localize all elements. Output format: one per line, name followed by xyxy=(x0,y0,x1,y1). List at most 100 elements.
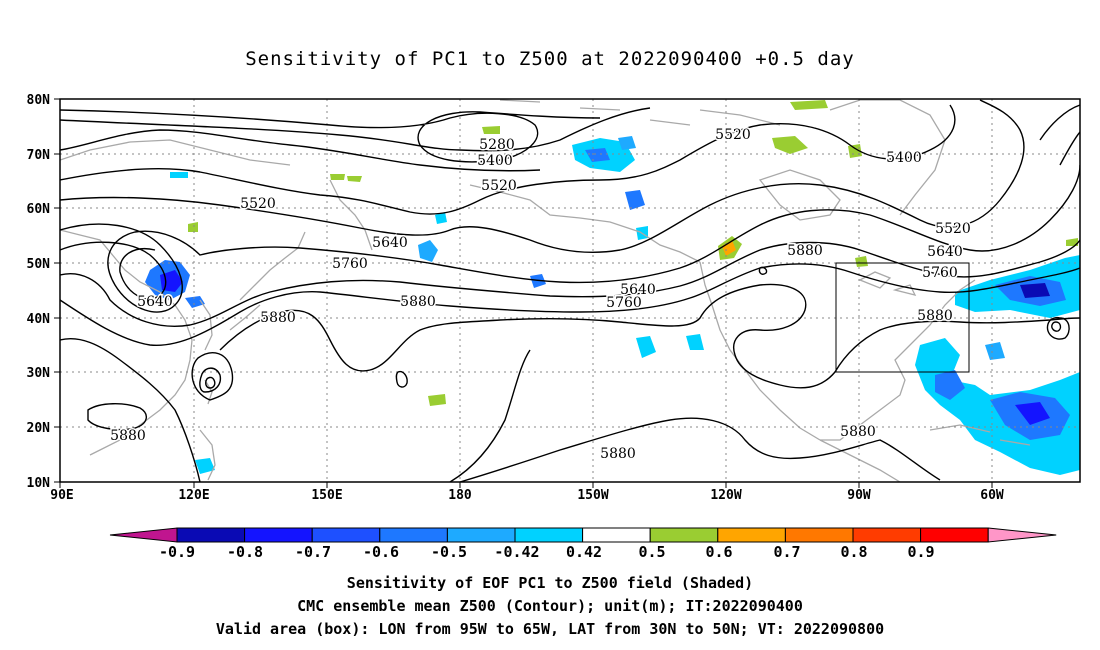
contour-line xyxy=(758,266,768,275)
coastline-north-america-west xyxy=(699,261,821,441)
colorbar-label: -0.9 xyxy=(159,543,195,561)
contour-line xyxy=(1039,104,1080,166)
contour-line xyxy=(60,263,1080,347)
contour-label: 5880 xyxy=(110,428,146,444)
lon-label: 90E xyxy=(50,488,73,503)
contour-label: 5880 xyxy=(260,310,296,326)
lon-label: 60W xyxy=(980,488,1004,503)
shade-blob xyxy=(1066,238,1078,246)
contour-line xyxy=(205,376,216,389)
contour-line xyxy=(199,367,222,393)
colorbar-cell xyxy=(244,527,313,543)
colorbar-label: 0.9 xyxy=(907,543,934,561)
lat-label: 80N xyxy=(27,93,51,108)
contour-line xyxy=(60,129,541,172)
lat-label: 10N xyxy=(27,476,51,491)
caption-shaded: Sensitivity of EOF PC1 to Z500 field (Sh… xyxy=(346,574,754,592)
contour-line xyxy=(60,164,1080,313)
contour-line xyxy=(60,104,956,215)
shade-blob xyxy=(772,136,808,154)
coastline-greenland xyxy=(829,99,946,216)
colorbar-cell xyxy=(784,527,854,543)
contour-line xyxy=(60,107,651,152)
contour-label: 5640 xyxy=(620,282,656,298)
contour-label: 5640 xyxy=(372,235,408,251)
shade-blob xyxy=(170,172,188,178)
shade-blob xyxy=(686,334,704,350)
shade-blob xyxy=(855,256,868,267)
colorbar-label: -0.7 xyxy=(295,543,331,561)
colorbar-label: -0.42 xyxy=(494,543,539,561)
colorbar-label: 0.8 xyxy=(840,543,867,561)
z500-contours xyxy=(60,99,1080,482)
lon-label: 120E xyxy=(178,488,209,503)
lat-label: 20N xyxy=(27,421,51,436)
lon-label: 150E xyxy=(311,488,342,503)
lat-label: 70N xyxy=(27,148,51,163)
shade-blob xyxy=(418,240,438,262)
lon-label: 180 xyxy=(448,488,472,503)
coastline-kamchatka xyxy=(329,179,373,251)
contour-line xyxy=(219,283,1080,389)
contour-label: 5400 xyxy=(886,150,922,166)
shade-blob xyxy=(790,100,828,110)
shade-blob xyxy=(618,136,636,150)
axis-ticks xyxy=(54,98,993,488)
shade-blob xyxy=(195,458,215,474)
coastline-gulf-mexico xyxy=(820,279,976,441)
contour-labels: 5280 5400 5520 5520 5640 5760 5640 5880 … xyxy=(109,126,973,464)
colorbar-cell xyxy=(717,527,786,543)
lat-label: 60N xyxy=(27,202,51,217)
lon-label: 90W xyxy=(847,488,871,503)
contour-line xyxy=(449,349,531,482)
colorbar-cell xyxy=(582,527,651,543)
lat-label: 40N xyxy=(27,312,51,327)
colorbar-label: -0.5 xyxy=(431,543,467,561)
colorbar-label: 0.5 xyxy=(638,543,665,561)
shade-blob xyxy=(1015,402,1050,425)
caption-valid-area: Valid area (box): LON from 95W to 65W, L… xyxy=(215,620,885,638)
contour-line xyxy=(395,370,408,388)
contour-label: 5760 xyxy=(606,295,642,311)
shade-blob xyxy=(1020,283,1050,298)
contour-label: 5640 xyxy=(927,244,963,260)
contour-label: 5760 xyxy=(922,265,958,281)
contour-line xyxy=(60,241,167,300)
colorbar-label: 0.6 xyxy=(705,543,732,561)
shade-blob xyxy=(482,126,500,134)
colorbar-cell xyxy=(852,527,922,543)
contour-label: 5760 xyxy=(332,256,368,272)
colorbar-cell xyxy=(379,527,448,543)
contour-label: 5520 xyxy=(481,178,517,194)
contour-label: 5520 xyxy=(715,127,751,143)
valid-area-box xyxy=(835,262,970,373)
contour-line xyxy=(459,417,941,482)
shade-blob xyxy=(428,394,446,406)
contour-label: 5520 xyxy=(935,221,971,237)
lat-labels: 10N 20N 30N 40N 50N 60N 70N 80N xyxy=(27,93,51,491)
contour-line xyxy=(1051,321,1062,332)
shade-blob xyxy=(636,336,656,358)
colorbar-label: -0.6 xyxy=(363,543,399,561)
colorbar-cell xyxy=(920,527,989,543)
lon-labels: 90E 120E 150E 180 150W 120W 90W 60W xyxy=(50,488,1004,503)
shade-blob xyxy=(435,212,447,224)
coastline-great-lakes xyxy=(858,271,917,296)
coastlines xyxy=(60,99,1031,482)
coastline-central-america xyxy=(819,439,901,482)
colorbar-cell xyxy=(987,527,1057,543)
contour-line xyxy=(87,403,147,431)
coastline-arctic-islands xyxy=(499,99,781,126)
contour-line xyxy=(60,109,601,163)
contour-label: 5280 xyxy=(479,137,515,153)
contour-line xyxy=(60,99,1025,254)
lat-label: 50N xyxy=(27,257,51,272)
coastline-asia-north xyxy=(60,139,291,166)
colorbar-label: 0.7 xyxy=(773,543,800,561)
coastline-caribbean xyxy=(929,424,1031,446)
coastline-korea-japan xyxy=(199,231,306,351)
shade-blob xyxy=(585,148,610,162)
shade-blob xyxy=(185,296,205,308)
contour-line xyxy=(1046,316,1070,340)
